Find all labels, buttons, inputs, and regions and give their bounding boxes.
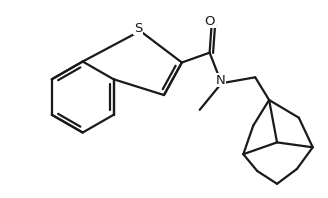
Text: O: O [204, 15, 215, 28]
Text: S: S [134, 22, 142, 34]
Text: N: N [215, 74, 225, 87]
